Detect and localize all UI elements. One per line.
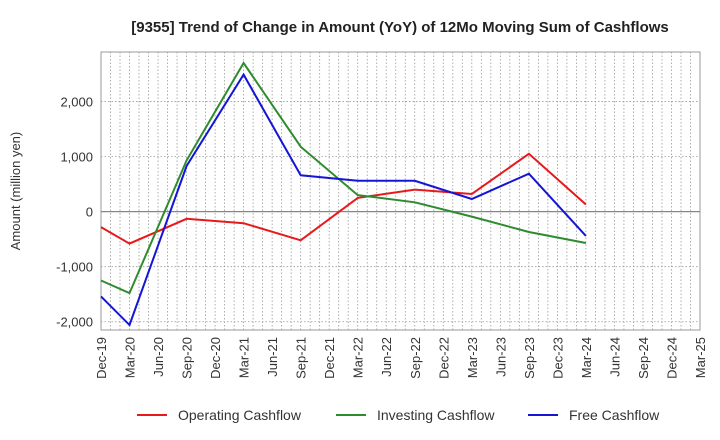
series-lines bbox=[100, 61, 587, 327]
x-tick-label: Sep-20 bbox=[180, 337, 195, 379]
x-axis-ticks: Dec-19 Mar-20 Jun-20 Sep-20 Dec-20 Mar-21 Jun-… bbox=[94, 337, 708, 379]
x-tick-label: Mar-20 bbox=[123, 337, 138, 378]
y-tick-label: -1,000 bbox=[56, 260, 93, 275]
x-tick-label: Jun-21 bbox=[265, 337, 280, 377]
y-tick-label: -2,000 bbox=[56, 315, 93, 330]
x-tick-label: Dec-19 bbox=[94, 337, 109, 379]
x-tick-label: Dec-23 bbox=[550, 337, 565, 379]
x-tick-label: Mar-25 bbox=[693, 337, 708, 378]
legend-label: Investing Cashflow bbox=[377, 407, 495, 423]
x-tick-label: Dec-20 bbox=[208, 337, 223, 379]
x-tick-label: Jun-23 bbox=[493, 337, 508, 377]
x-tick-label: Mar-22 bbox=[351, 337, 366, 378]
series-line-free-cashflow bbox=[100, 72, 587, 327]
x-tick-label: Dec-24 bbox=[664, 337, 679, 379]
legend-label: Free Cashflow bbox=[569, 407, 660, 423]
y-tick-label: 2,000 bbox=[60, 95, 93, 110]
x-tick-label: Jun-20 bbox=[151, 337, 166, 377]
legend-item: Free Cashflow bbox=[528, 407, 660, 423]
grid bbox=[101, 52, 700, 330]
x-tick-label: Mar-21 bbox=[237, 337, 252, 378]
y-axis-label: Amount (million yen) bbox=[8, 132, 23, 251]
x-tick-label: Mar-23 bbox=[465, 337, 480, 378]
series-line-investing-cashflow bbox=[100, 61, 587, 295]
x-tick-label: Sep-22 bbox=[408, 337, 423, 379]
x-tick-label: Jun-24 bbox=[607, 337, 622, 377]
legend-item: Operating Cashflow bbox=[137, 407, 302, 423]
chart-title: [9355] Trend of Change in Amount (YoY) o… bbox=[131, 19, 669, 36]
x-tick-label: Dec-22 bbox=[436, 337, 451, 379]
y-axis-ticks: 2,000 1,000 0 -1,000 -2,000 bbox=[56, 95, 93, 330]
series-line-operating-cashflow bbox=[100, 152, 587, 245]
y-tick-label: 0 bbox=[86, 205, 93, 220]
x-tick-label: Mar-24 bbox=[579, 337, 594, 378]
y-tick-label: 1,000 bbox=[60, 150, 93, 165]
x-tick-label: Dec-21 bbox=[322, 337, 337, 379]
legend-label: Operating Cashflow bbox=[178, 407, 302, 423]
x-tick-label: Sep-24 bbox=[636, 337, 651, 379]
legend: Operating Cashflow Investing Cashflow Free… bbox=[137, 407, 660, 423]
x-tick-label: Jun-22 bbox=[379, 337, 394, 377]
x-tick-label: Sep-23 bbox=[522, 337, 537, 379]
x-tick-label: Sep-21 bbox=[294, 337, 309, 379]
legend-item: Investing Cashflow bbox=[336, 407, 495, 423]
